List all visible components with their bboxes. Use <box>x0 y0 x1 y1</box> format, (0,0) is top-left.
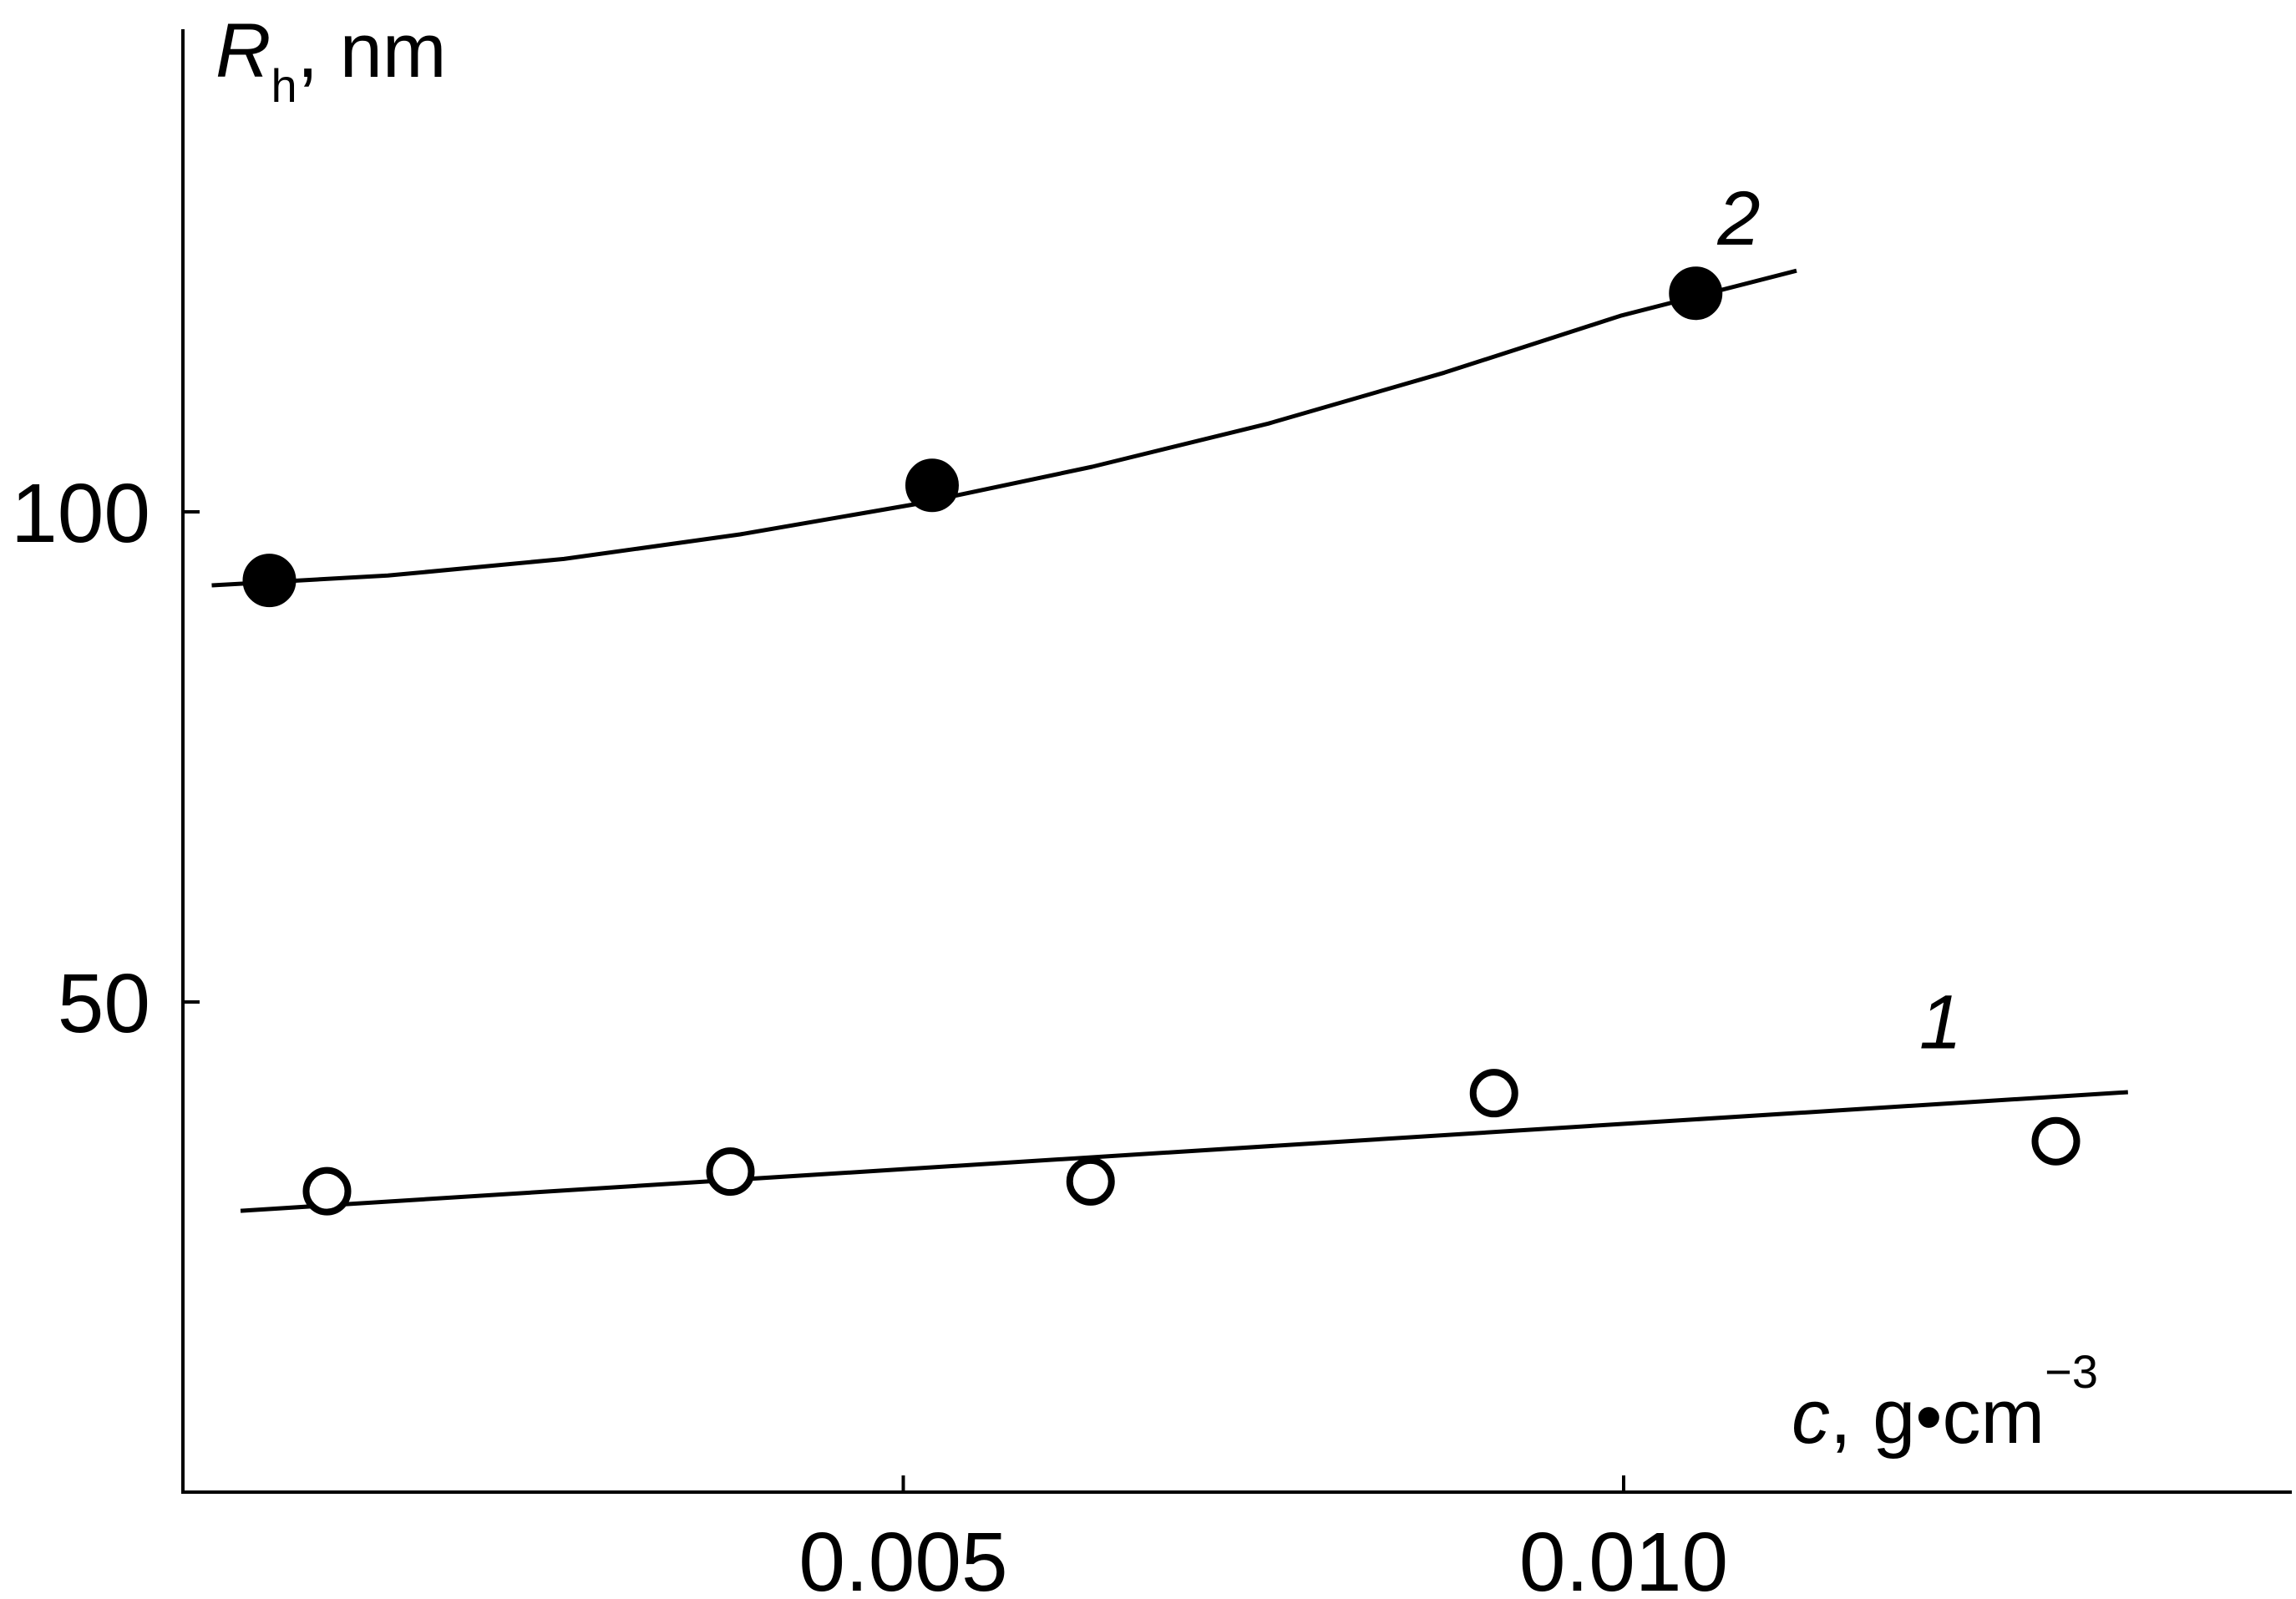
data-markers <box>242 266 2081 1216</box>
x-axis-title: c, g•cm−3 <box>1792 1345 2098 1460</box>
y-axis-title-subscript: h <box>271 59 297 112</box>
series-2-point <box>242 554 297 608</box>
y-tick-label: 100 <box>11 467 150 560</box>
series-1-point <box>302 1166 352 1216</box>
x-axis-title-symbol: c <box>1792 1374 1830 1460</box>
y-axis-title-unit: , nm <box>297 8 447 94</box>
series-1-point <box>2031 1116 2081 1166</box>
axes: 0.005 0.010 50 100 Rh, nm c, g•cm−3 <box>11 8 2292 1599</box>
series-2-point <box>1669 266 1723 321</box>
series-1-fit-line <box>240 1090 2128 1213</box>
x-tick-label: 0.010 <box>1519 1516 1728 1599</box>
series-1-point <box>1469 1069 1518 1118</box>
chart-labels: 12 <box>1716 176 1962 1065</box>
fit-curves <box>211 268 2128 1213</box>
series-2-fit-line <box>211 268 1797 588</box>
y-axis-title: Rh, nm <box>215 8 447 112</box>
series-1-point <box>1066 1156 1115 1206</box>
series-1-point <box>706 1147 755 1197</box>
y-axis-title-symbol: R <box>215 8 271 94</box>
series-2-point <box>905 458 959 513</box>
series-1-label: 1 <box>1919 979 1962 1065</box>
y-tick-label: 50 <box>58 957 150 1050</box>
x-axis-title-superscript: −3 <box>2045 1345 2098 1398</box>
x-tick-label: 0.005 <box>798 1516 1007 1599</box>
series-2-label: 2 <box>1716 176 1760 261</box>
x-axis-title-unit: , g•cm <box>1830 1374 2045 1460</box>
